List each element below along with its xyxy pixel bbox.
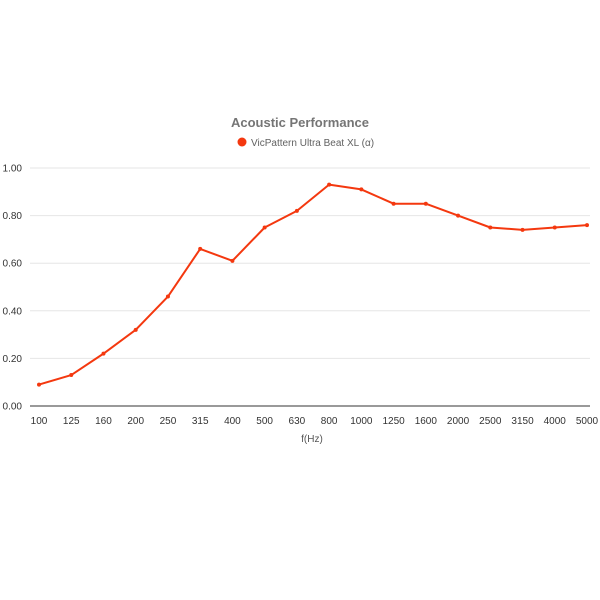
legend: VicPattern Ultra Beat XL (α) — [237, 137, 374, 149]
series-layer — [37, 182, 589, 387]
x-tick-label: 630 — [289, 416, 306, 427]
gridlines — [30, 167, 590, 359]
data-point — [327, 182, 332, 187]
x-tick-label: 125 — [63, 416, 80, 427]
x-tick-label: 315 — [192, 416, 209, 427]
y-axis-ticks: 0.00 0.20 0.40 0.60 0.80 1.00 — [3, 164, 23, 413]
data-point — [101, 351, 106, 356]
legend-marker — [237, 137, 247, 147]
x-tick-label: 1600 — [415, 416, 438, 427]
x-tick-label: 2000 — [447, 416, 470, 427]
data-point — [133, 327, 138, 332]
y-tick-label: 0.20 — [3, 354, 23, 365]
y-tick-label: 0.40 — [3, 306, 23, 317]
data-point — [456, 213, 461, 218]
data-point — [585, 223, 589, 228]
data-point — [294, 208, 299, 213]
data-point — [198, 246, 203, 251]
x-axis-label: f(Hz) — [301, 434, 323, 445]
data-point — [359, 187, 364, 192]
x-tick-label: 4000 — [544, 416, 567, 427]
x-tick-label: 500 — [256, 416, 273, 427]
series-line — [38, 183, 588, 386]
data-point — [488, 225, 493, 230]
data-point — [423, 201, 428, 206]
data-point — [391, 201, 396, 206]
x-tick-label: 800 — [321, 416, 338, 427]
x-tick-label: 400 — [224, 416, 241, 427]
x-axis-ticks: 100 125 160 200 250 315 400 500 630 800 1000 1250 16… — [31, 416, 599, 427]
data-point — [262, 225, 267, 230]
y-tick-label: 0.60 — [3, 259, 23, 270]
y-tick-label: 0.80 — [3, 211, 23, 222]
data-point — [37, 382, 41, 387]
x-tick-label: 160 — [95, 416, 112, 427]
y-tick-label: 1.00 — [3, 164, 23, 175]
data-point — [69, 373, 74, 378]
x-tick-label: 200 — [127, 416, 144, 427]
x-tick-label: 3150 — [511, 416, 534, 427]
legend-label: VicPattern Ultra Beat XL (α) — [251, 138, 374, 149]
x-tick-label: 2500 — [479, 416, 502, 427]
chart-title: Acoustic Performance — [231, 115, 369, 130]
y-tick-label: 0.00 — [3, 402, 23, 413]
x-tick-label: 1000 — [350, 416, 373, 427]
data-point — [552, 225, 557, 230]
x-tick-label: 5000 — [576, 416, 599, 427]
x-tick-label: 100 — [31, 416, 48, 427]
data-point — [230, 258, 235, 263]
x-tick-label: 250 — [160, 416, 177, 427]
x-tick-label: 1250 — [382, 416, 405, 427]
data-point — [520, 227, 525, 232]
data-point — [165, 294, 170, 299]
